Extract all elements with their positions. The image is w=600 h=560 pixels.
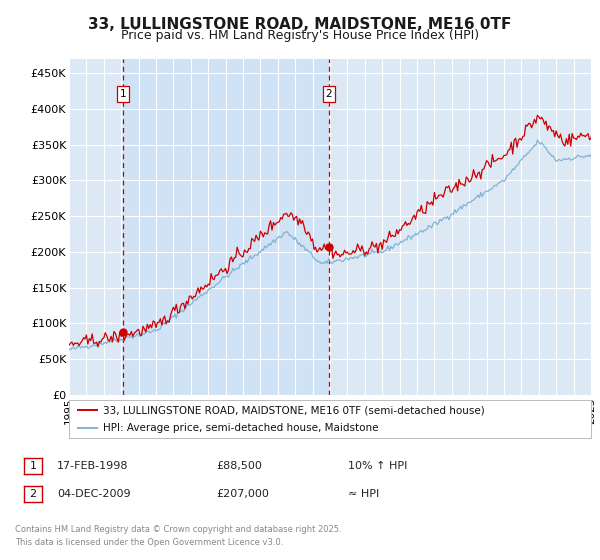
Bar [123,59,329,395]
Text: 1: 1 [120,89,127,99]
Text: HPI: Average price, semi-detached house, Maidstone: HPI: Average price, semi-detached house,… [103,423,379,433]
Text: Price paid vs. HM Land Registry's House Price Index (HPI): Price paid vs. HM Land Registry's House … [121,29,479,42]
Text: 10% ↑ HPI: 10% ↑ HPI [348,461,407,471]
Text: £88,500: £88,500 [216,461,262,471]
Text: 33, LULLINGSTONE ROAD, MAIDSTONE, ME16 0TF: 33, LULLINGSTONE ROAD, MAIDSTONE, ME16 0… [88,17,512,32]
Text: Contains HM Land Registry data © Crown copyright and database right 2025.
This d: Contains HM Land Registry data © Crown c… [15,525,341,548]
Text: ≈ HPI: ≈ HPI [348,489,379,499]
Text: 04-DEC-2009: 04-DEC-2009 [57,489,131,499]
Text: 17-FEB-1998: 17-FEB-1998 [57,461,128,471]
Text: 2: 2 [29,489,37,499]
Text: 1: 1 [29,461,37,471]
Text: 2: 2 [325,89,332,99]
Text: £207,000: £207,000 [216,489,269,499]
Text: 33, LULLINGSTONE ROAD, MAIDSTONE, ME16 0TF (semi-detached house): 33, LULLINGSTONE ROAD, MAIDSTONE, ME16 0… [103,405,485,415]
